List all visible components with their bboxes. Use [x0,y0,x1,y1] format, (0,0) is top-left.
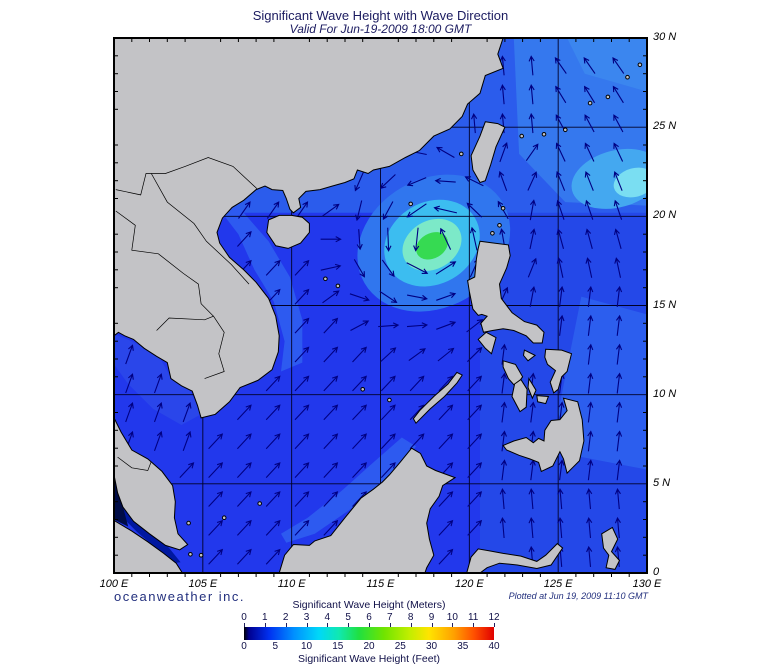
y-axis-label: 20 N [653,209,677,222]
colorbar-meters-tick-label: 4 [324,612,331,623]
colorbar-meters-tick-label: 3 [303,612,310,623]
y-axis-label: 0 [653,566,660,578]
colorbar-feet-tick-label: 35 [457,641,469,652]
colorbar-meters-tick-label: 6 [366,612,372,623]
y-axis-label: 30 N [653,31,677,43]
colorbar-meters-tick-label: 0 [241,612,247,623]
colorbar-tick [410,623,412,627]
y-axis-label: 25 N [653,120,677,133]
colorbar-feet-tick-label: 25 [394,641,406,652]
x-axis-label: 130 E [632,578,662,590]
y-axis-label: 15 N [653,298,677,311]
colorbar-gradient [244,627,494,640]
x-axis-label: 125 E [543,578,573,590]
x-axis-label: 110 E [277,578,306,590]
x-axis-label: 105 E [188,578,218,590]
land-luzon [467,240,545,344]
y-axis-label: 10 N [653,387,677,400]
x-axis-label: 120 E [454,578,484,590]
land-cebu [527,377,537,400]
colorbar-feet-tick-label: 15 [332,641,344,652]
landmasses [114,38,643,573]
land-palawan [412,371,463,425]
x-axis-label: 100 E [99,578,129,590]
wave-direction-arrows [125,55,625,567]
land-halmahera [601,526,621,570]
chart-subtitle: Valid For Jun-19-2009 18:00 GMT [289,22,472,36]
colorbar-meters-tick-label: 11 [467,612,479,623]
land-sumatra [114,519,183,573]
colorbar-feet-tick-label: 0 [241,641,247,652]
colorbar-tick [264,623,266,627]
colorbar-meters-tick-label: 8 [407,612,414,623]
frame-ticks [114,38,647,577]
colorbar-title-meters: Significant Wave Height (Meters) [292,599,446,611]
colorbar-meters-tick-label: 2 [282,612,289,623]
colorbar-tick [473,623,475,627]
land-masbate [522,349,537,362]
colorbar-tick [431,623,433,627]
land-mindoro [477,331,497,355]
colorbar-feet-tick-label: 20 [363,641,375,652]
land-taiwan [470,121,506,184]
colorbar-feet-tick-label: 30 [425,641,438,652]
colorbar-meters-tick-label: 9 [428,612,435,623]
oceanweather-logo-text: oceanweather inc. [114,589,246,604]
colorbar-tick [389,623,391,627]
colorbar-meters-tick-label: 12 [488,612,500,623]
colorbar-tick [327,623,329,627]
colorbar-meters-tick-label: 10 [446,612,458,623]
colorbar-feet-tick-label: 5 [272,641,279,652]
colorbar-feet-tick-label: 10 [300,641,313,652]
land-hainan [266,214,310,249]
land-borneo [278,447,457,573]
colorbar-title-feet: Significant Wave Height (Feet) [297,653,440,665]
colorbar-tick [452,623,454,627]
country-borders [115,157,258,471]
colorbar-tick [285,623,287,627]
colorbar-tick [244,623,245,627]
x-axis-label: 115 E [366,578,395,590]
colorbar-tick [494,623,495,627]
colorbar-tick [369,623,370,627]
land-mindanao [502,397,585,475]
colorbar-meters-tick-label: 7 [387,612,393,623]
land-bohol [536,395,550,405]
map-frame [113,37,648,574]
colorbar-meters-tick-label: 1 [262,612,268,623]
plotted-at-text: Plotted at Jun 19, 2009 11:10 GMT [508,591,648,601]
colorbar-meters-tick-label: 5 [345,612,351,623]
y-axis-label: 5 N [653,476,671,489]
land-sulawesi [466,542,564,573]
land-negros [511,378,528,413]
chart-title: Significant Wave Height with Wave Direct… [252,8,509,23]
colorbar-feet-tick-label: 40 [488,641,500,652]
land-samar-leyte [544,348,573,394]
colorbar-tick [306,623,308,627]
land-mainland-asia [114,38,504,551]
colorbar-tick [348,623,350,627]
